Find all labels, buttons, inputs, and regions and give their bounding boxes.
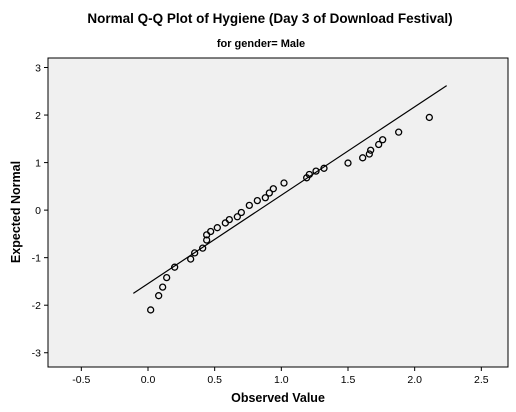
x-tick-label: -0.5: [72, 374, 90, 386]
y-axis-ticks: -3 -2 -1 0 1 2 3: [32, 63, 48, 360]
data-point: [191, 249, 199, 257]
data-point: [280, 179, 288, 187]
data-point: [147, 306, 155, 314]
data-point: [375, 140, 383, 149]
data-point: [379, 136, 387, 144]
data-point: [159, 283, 167, 291]
data-point: [305, 170, 313, 179]
data-point: [163, 273, 171, 282]
data-point: [237, 208, 245, 217]
data-point: [171, 263, 179, 271]
data-point: [395, 128, 403, 136]
data-point: [344, 159, 352, 167]
data-point: [320, 164, 328, 172]
y-tick-label: 1: [35, 158, 41, 170]
chart-subtitle: for gender= Male: [217, 38, 305, 50]
data-point: [265, 189, 273, 197]
data-point: [425, 113, 433, 122]
data-point: [199, 244, 207, 252]
data-point: [213, 224, 221, 232]
data-point: [365, 150, 373, 158]
plot-area: [47, 57, 509, 368]
x-tick-label: 0.0: [141, 374, 156, 386]
y-tick-label: -3: [32, 348, 41, 360]
y-tick-label: -2: [32, 300, 41, 312]
x-tick-label: 1.0: [274, 374, 289, 386]
y-tick-label: 0: [35, 205, 41, 217]
data-point: [245, 201, 253, 210]
data-point: [312, 167, 320, 175]
x-axis-title: Observed Value: [231, 391, 325, 405]
chart-title: Normal Q-Q Plot of Hygiene (Day 3 of Dow…: [87, 11, 452, 26]
x-tick-label: 2.5: [474, 374, 489, 386]
y-tick-label: -1: [32, 253, 41, 265]
y-axis-title: Expected Normal: [9, 161, 23, 263]
data-point: [203, 236, 211, 244]
x-axis-ticks: -0.5 0.0 0.5 1.0 1.5 2.0 2.5: [72, 367, 489, 386]
data-point: [233, 213, 241, 221]
y-tick-label: 3: [35, 63, 41, 75]
x-tick-label: 2.0: [407, 374, 422, 386]
y-tick-label: 2: [35, 110, 41, 122]
data-point: [269, 185, 277, 193]
x-tick-label: 1.5: [341, 374, 356, 386]
data-points: [147, 113, 433, 314]
data-point: [225, 215, 233, 224]
data-point: [253, 196, 261, 205]
data-point: [155, 292, 163, 300]
reference-line-group: [133, 85, 447, 294]
data-point: [367, 146, 375, 154]
reference-line: [133, 85, 447, 294]
data-point: [187, 255, 195, 263]
data-point: [261, 194, 269, 202]
x-tick-label: 0.5: [207, 374, 222, 386]
data-point: [207, 227, 215, 236]
data-point: [359, 154, 367, 162]
